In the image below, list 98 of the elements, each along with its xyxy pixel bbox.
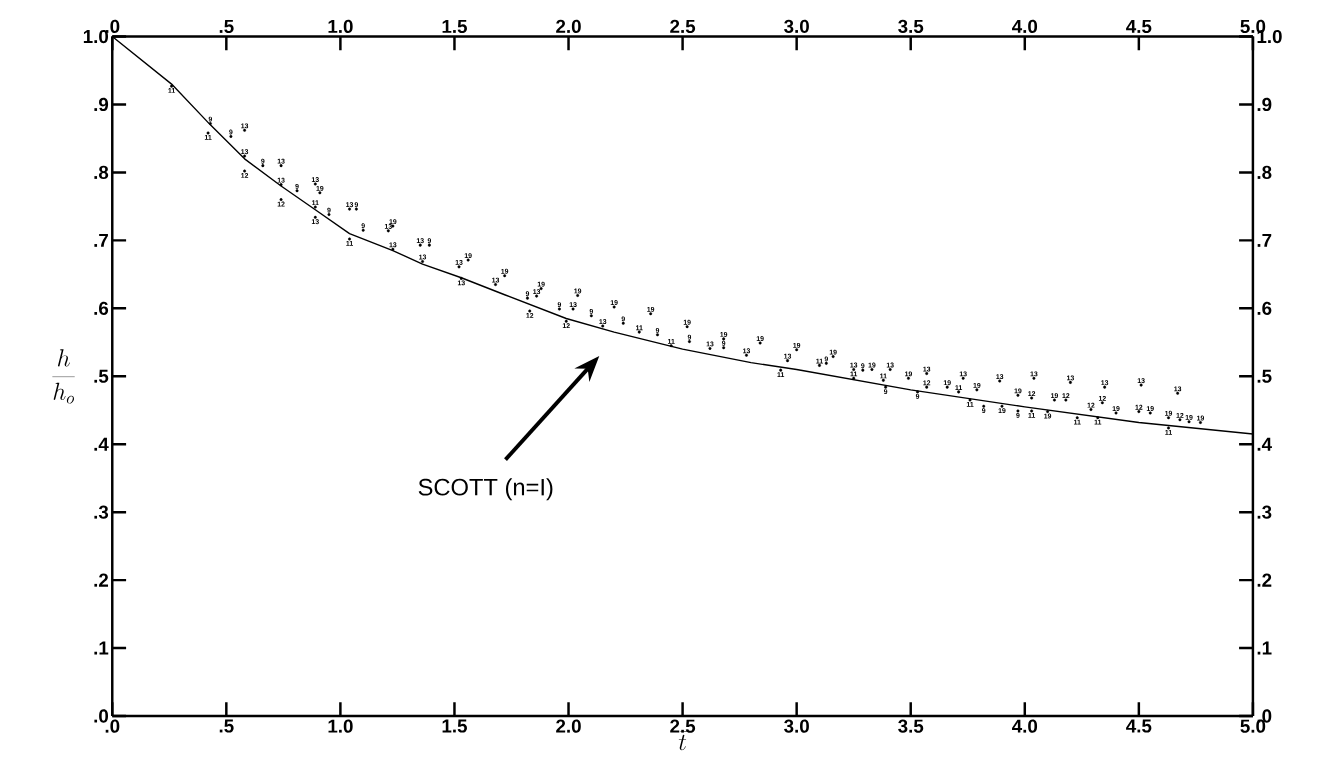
point: [589, 314, 593, 318]
point: [884, 385, 888, 389]
point: [295, 189, 299, 193]
y2-tick-label: .8: [1257, 165, 1272, 179]
point: [758, 341, 762, 345]
x-tick-label: 2.0: [556, 719, 581, 733]
y2-tick-label: .4: [1257, 437, 1272, 451]
point: [1000, 404, 1004, 408]
point: [279, 197, 283, 201]
point: [1030, 409, 1034, 413]
point: [466, 258, 470, 262]
point: [459, 276, 463, 280]
point: [427, 243, 431, 247]
point: [386, 229, 390, 233]
y2-tick-label: .9: [1257, 97, 1272, 111]
point: [354, 207, 358, 211]
point: [418, 243, 422, 247]
point: [1167, 416, 1170, 420]
x2-tick-label: 1.0: [328, 19, 353, 33]
point: [786, 359, 790, 362]
point: [557, 307, 561, 311]
y2-tick-label: .2: [1257, 573, 1272, 587]
point: [968, 398, 972, 402]
point: [998, 379, 1002, 383]
point: [170, 84, 174, 88]
x-tick-label: 1.0: [328, 719, 353, 733]
point: [649, 312, 653, 316]
x-tick-label: 2.5: [670, 719, 696, 733]
point: [313, 205, 317, 209]
point: [1187, 420, 1191, 424]
point: [1167, 426, 1170, 430]
x2-tick-label: 3.0: [784, 19, 809, 33]
point: [1030, 396, 1034, 400]
point: [564, 319, 568, 323]
point: [348, 237, 352, 241]
point: [779, 368, 783, 372]
point: [528, 309, 532, 313]
y2-tick-label: .6: [1257, 301, 1272, 315]
point: [206, 131, 210, 135]
point: [1139, 383, 1143, 387]
point: [975, 388, 979, 392]
point: [656, 333, 659, 337]
x-tick-label: 4.0: [1012, 719, 1038, 733]
point: [279, 183, 283, 186]
point: [982, 404, 986, 408]
point: [279, 164, 283, 167]
point: [313, 182, 317, 186]
point: [669, 344, 673, 348]
point: [535, 294, 539, 298]
point: [1178, 418, 1182, 422]
point: [457, 265, 461, 269]
x-tick-label: .5: [219, 719, 234, 733]
point: [1148, 411, 1152, 415]
point: [795, 348, 799, 352]
y-axis-title: $\frac{h}{h_o}$: [52, 349, 75, 404]
y-tick-label: .5: [94, 369, 109, 383]
x2-tick-label: 1.5: [442, 19, 467, 33]
point: [1016, 409, 1020, 413]
point: [243, 169, 247, 173]
y2-tick-label: .1: [1257, 641, 1272, 655]
point: [1064, 398, 1068, 402]
point: [612, 305, 616, 309]
point: [601, 324, 605, 328]
y-tick-label: .8: [94, 165, 109, 179]
x2-tick-label: 4.5: [1126, 19, 1152, 33]
x-tick-label: 3.0: [784, 719, 809, 733]
y2-tick-label: .7: [1257, 233, 1272, 247]
point: [1046, 409, 1050, 413]
y2-tick-label: .5: [1257, 369, 1272, 383]
point: [1052, 398, 1056, 402]
y-tick-label: .3: [94, 505, 109, 519]
x2-tick-label: 2.0: [556, 19, 581, 33]
point: [916, 390, 920, 394]
point: [318, 191, 322, 195]
point: [957, 390, 961, 394]
point: [685, 325, 689, 329]
annotation: SCOTT (n=I): [418, 478, 553, 501]
y-tick-label: .9: [94, 97, 109, 111]
point: [722, 346, 726, 350]
point: [313, 215, 317, 219]
point: [261, 164, 265, 167]
x2-tick-label: 3.5: [898, 19, 924, 33]
y-tick-label: .4: [94, 437, 109, 451]
point: [503, 274, 507, 278]
point: [1100, 401, 1104, 405]
y2-tick-label: .3: [1257, 505, 1272, 519]
point: [1114, 411, 1118, 415]
x-tick-label: 1.5: [442, 719, 467, 733]
y-tick-label: .2: [94, 573, 109, 587]
point: [571, 307, 575, 311]
y-tick-label: .1: [94, 641, 109, 655]
x-tick-label: 4.5: [1126, 719, 1152, 733]
x-tick-label: 3.5: [898, 719, 924, 733]
x2-tick-label: 4.0: [1012, 19, 1038, 33]
x2-tick-label: .5: [219, 19, 234, 33]
y-tick-label: .7: [94, 233, 108, 247]
y-tick-label: .6: [94, 301, 109, 315]
x2-tick-label: 2.5: [670, 19, 696, 33]
